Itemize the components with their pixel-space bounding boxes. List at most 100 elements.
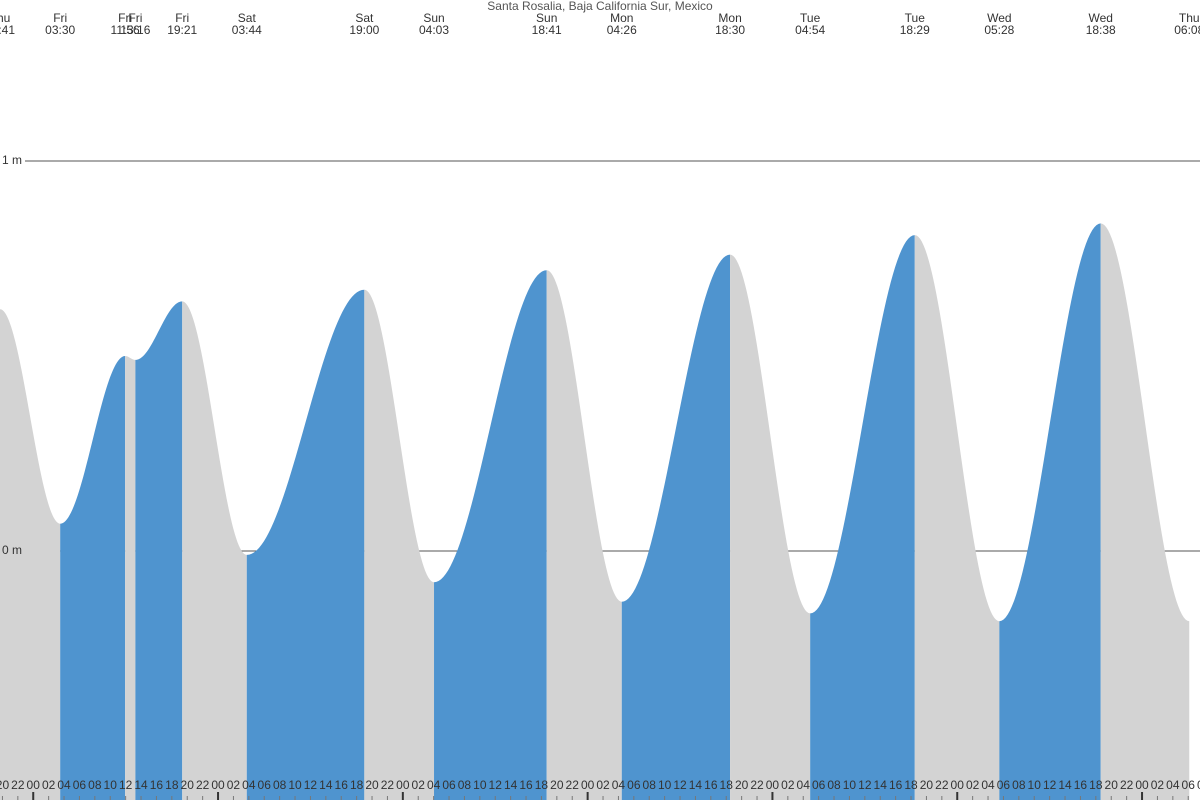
hour-label: 04 [1166, 778, 1180, 792]
hour-label: 10 [843, 778, 857, 792]
extreme-day: Fri [53, 11, 67, 25]
hour-label: 14 [319, 778, 333, 792]
hour-label: 06 [627, 778, 641, 792]
extreme-time: 19:41 [0, 23, 15, 37]
extreme-day: Thu [0, 11, 10, 25]
hour-label: 22 [750, 778, 764, 792]
tide-segment [810, 235, 915, 800]
hour-label: 18 [904, 778, 918, 792]
hour-label: 20 [181, 778, 195, 792]
hour-label: 06 [1182, 778, 1196, 792]
hour-label: 12 [673, 778, 687, 792]
extreme-time: 18:41 [532, 23, 562, 37]
hour-label: 00 [951, 778, 965, 792]
tide-segment [125, 356, 136, 800]
extreme-time: 18:38 [1086, 23, 1116, 37]
hour-label: 04 [242, 778, 256, 792]
hour-label: 14 [874, 778, 888, 792]
hour-label: 18 [350, 778, 364, 792]
extreme-day: Tue [800, 11, 821, 25]
extreme-time: 04:03 [419, 23, 449, 37]
hour-label: 08 [643, 778, 657, 792]
tide-segment [730, 254, 811, 800]
hour-label: 10 [104, 778, 118, 792]
hour-label: 08 [458, 778, 472, 792]
hour-label: 02 [42, 778, 56, 792]
extreme-time: 18:30 [715, 23, 745, 37]
extreme-day: Mon [610, 11, 633, 25]
extreme-time: 04:26 [607, 23, 637, 37]
hour-label: 12 [1043, 778, 1057, 792]
hour-label: 06 [442, 778, 456, 792]
hour-label: 06 [812, 778, 826, 792]
extreme-time: 03:44 [232, 23, 262, 37]
hour-label: 12 [304, 778, 318, 792]
hour-label: 06 [258, 778, 272, 792]
hour-label: 22 [11, 778, 25, 792]
tide-segment [1100, 223, 1190, 800]
hour-label: 02 [1151, 778, 1165, 792]
hour-label: 18 [1089, 778, 1103, 792]
hour-label: 00 [766, 778, 780, 792]
hour-label: 16 [1074, 778, 1088, 792]
hour-label: 00 [396, 778, 410, 792]
tide-segment [60, 356, 126, 800]
hour-label: 20 [1105, 778, 1119, 792]
extreme-day: Tue [905, 11, 926, 25]
hour-label: 08 [273, 778, 287, 792]
extreme-time: 19:00 [349, 23, 379, 37]
hour-label: 00 [27, 778, 41, 792]
hour-label: 20 [920, 778, 934, 792]
hour-label: 22 [935, 778, 949, 792]
hour-label: 18 [535, 778, 549, 792]
hour-label: 16 [150, 778, 164, 792]
hour-label: 16 [335, 778, 349, 792]
y-tick-label: 1 m [2, 153, 22, 167]
hour-label: 14 [1058, 778, 1072, 792]
hour-label: 12 [489, 778, 503, 792]
extreme-day: Mon [718, 11, 741, 25]
hour-label: 20 [365, 778, 379, 792]
extreme-time: 18:29 [900, 23, 930, 37]
hour-label: 02 [412, 778, 426, 792]
hour-label: 08 [827, 778, 841, 792]
hour-label: 12 [858, 778, 872, 792]
hour-label: 04 [612, 778, 626, 792]
hour-label: 06 [997, 778, 1011, 792]
tide-segment [364, 289, 435, 800]
hour-label: 02 [966, 778, 980, 792]
hour-label: 18 [165, 778, 179, 792]
hour-label: 12 [119, 778, 133, 792]
hour-label: 04 [57, 778, 71, 792]
extreme-time: 19:21 [167, 23, 197, 37]
extreme-day: Fri [118, 11, 132, 25]
hour-label: 08 [88, 778, 102, 792]
hour-label: 02 [227, 778, 241, 792]
hour-label: 22 [566, 778, 580, 792]
extreme-day: Wed [1088, 11, 1112, 25]
extreme-day: Fri [175, 11, 189, 25]
tide-segment [546, 270, 622, 800]
extreme-day: Wed [987, 11, 1011, 25]
extreme-time: 03:30 [45, 23, 75, 37]
hour-label: 00 [1135, 778, 1149, 792]
extreme-day: Sun [423, 11, 444, 25]
hour-label: 20 [550, 778, 564, 792]
hour-label: 14 [504, 778, 518, 792]
hour-label: 14 [134, 778, 148, 792]
extreme-day: Thu [1179, 11, 1200, 25]
hour-label: 22 [381, 778, 395, 792]
hour-label: 22 [1120, 778, 1134, 792]
extreme-day: Sun [536, 11, 557, 25]
hour-label: 00 [581, 778, 595, 792]
hour-label: 02 [781, 778, 795, 792]
tide-segment [182, 301, 247, 800]
hour-label: 06 [73, 778, 87, 792]
hour-label: 22 [196, 778, 210, 792]
hour-label: 14 [689, 778, 703, 792]
hour-label: 10 [658, 778, 672, 792]
hour-label: 08 [1197, 778, 1200, 792]
hour-label: 20 [735, 778, 749, 792]
hour-label: 04 [797, 778, 811, 792]
